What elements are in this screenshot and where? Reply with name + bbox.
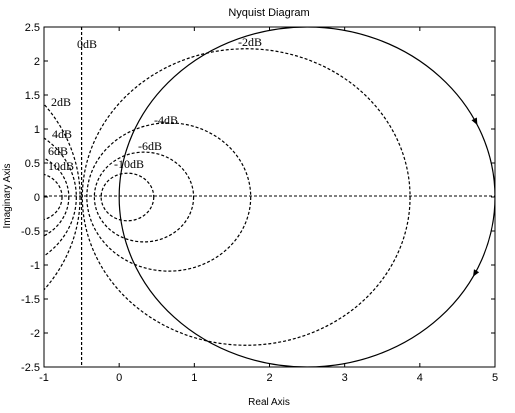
y-tick-label: 0	[34, 192, 40, 204]
nyquist-curve	[118, 27, 495, 367]
plot-area-frame	[43, 26, 496, 368]
m-circle-label-minus-2db: -2dB	[238, 35, 262, 49]
direction-arrow-lower	[473, 269, 480, 277]
x-tick-label: 2	[266, 372, 272, 384]
x-tick-label: 4	[417, 372, 423, 384]
m-circle-label-0db: 0dB	[77, 37, 97, 51]
m-circle-minus-4db	[86, 122, 252, 272]
x-axis-label: Real Axis	[248, 397, 290, 408]
y-tick-label: 0.5	[25, 158, 40, 170]
chart-title: Nyquist Diagram	[228, 7, 309, 19]
m-circle-4db	[44, 137, 77, 257]
y-tick-label: -1.5	[21, 294, 40, 306]
m-circle-2db	[44, 103, 81, 291]
m-circle-minus-10db	[100, 172, 155, 222]
m-circle-label-minus-4db: -4dB	[154, 113, 178, 127]
y-tick-label: 1.5	[25, 90, 40, 102]
y-tick-label: 2.5	[25, 22, 40, 34]
x-tick-label: 0	[116, 372, 122, 384]
m-circle-minus-2db	[81, 48, 411, 346]
m-circle-label-6db: 6dB	[48, 144, 68, 158]
y-tick-label: -2.5	[21, 362, 40, 374]
m-circle-label-10db: 10dB	[48, 159, 74, 173]
tick-layer: -1 0 1 2 3 4 5 2.5 2 1.5 1 0.5 0 -0.5 -1 -1.5 -2 -2.5	[21, 22, 498, 384]
direction-arrow-upper	[471, 117, 478, 126]
m-circle-10db	[44, 173, 63, 221]
m-circle-minus-6db	[93, 151, 195, 243]
m-circle-label-4db: 4dB	[52, 127, 72, 141]
m-circle-label-minus-10db: -10dB	[114, 157, 144, 171]
y-tick-label: 1	[34, 124, 40, 136]
y-axis-label: Imaginary Axis	[2, 163, 13, 228]
nyquist-curve-layer	[118, 27, 495, 367]
m-circle-label-2db: 2dB	[51, 95, 71, 109]
y-tick-label: -1	[30, 260, 40, 272]
x-tick-label: -1	[39, 372, 49, 384]
y-tick-label: 2	[34, 56, 40, 68]
y-tick-label: -2	[30, 328, 40, 340]
x-tick-label: 5	[492, 372, 498, 384]
y-tick-label: -0.5	[21, 226, 40, 238]
m-circle-6db	[44, 157, 70, 237]
m-circle-layer	[44, 27, 411, 367]
x-tick-label: 1	[191, 372, 197, 384]
m-circle-label-minus-6db: -6dB	[138, 139, 162, 153]
x-tick-label: 3	[342, 372, 348, 384]
